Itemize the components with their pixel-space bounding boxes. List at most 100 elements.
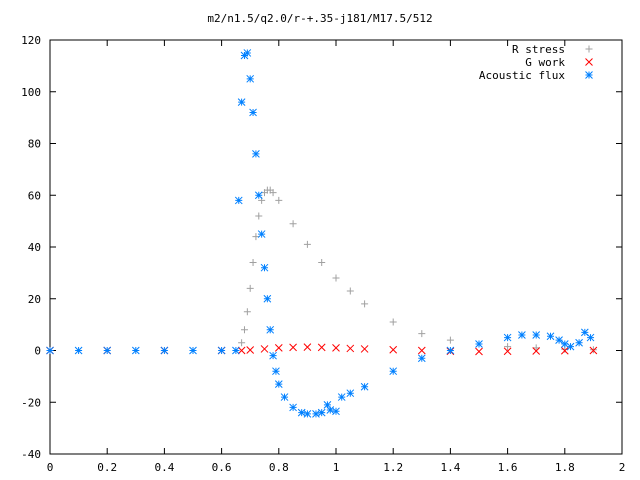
acoustic-flux-point [266, 325, 275, 334]
r-stress-point [389, 318, 397, 326]
x-tick-label: 1 [333, 461, 340, 474]
g-work-point [317, 343, 326, 352]
g-work-point [389, 345, 398, 354]
r-stress-point [249, 259, 257, 267]
acoustic-flux-point [74, 346, 83, 355]
acoustic-flux-point [566, 342, 575, 351]
r-stress-point [240, 326, 248, 334]
x-tick-label: 0.8 [269, 461, 289, 474]
acoustic-flux-point [303, 410, 312, 418]
r-stress-point [246, 284, 254, 292]
r-stress-point [252, 233, 260, 241]
x-tick-label: 1.2 [383, 461, 403, 474]
r-stress-point [589, 346, 597, 354]
x-tick-label: 0 [47, 461, 54, 474]
acoustic-flux-point [575, 338, 583, 347]
acoustic-flux-point [326, 406, 335, 414]
acoustic-flux-point [131, 346, 140, 355]
acoustic-flux-point [189, 346, 197, 355]
acoustic-flux-point [297, 408, 306, 417]
acoustic-flux-point [518, 331, 526, 339]
y-tick-label: 20 [28, 293, 41, 306]
r-stress-point [532, 344, 540, 352]
y-tick-label: 120 [21, 34, 41, 47]
acoustic-flux-point [246, 74, 255, 83]
x-tick-label: 2 [619, 461, 626, 474]
g-work-point [417, 346, 426, 355]
acoustic-flux-point [272, 367, 280, 376]
acoustic-flux-point [263, 294, 272, 303]
acoustic-flux-point [274, 380, 283, 388]
acoustic-flux-point [546, 332, 555, 341]
acoustic-flux-point [475, 340, 483, 348]
r-stress-point [446, 336, 454, 344]
legend-marker-acoustic-flux [585, 71, 593, 79]
acoustic-flux-point [389, 367, 398, 376]
x-tick-label: 0.6 [212, 461, 232, 474]
x-tick-label: 0.4 [154, 461, 174, 474]
plot-frame [49, 39, 623, 455]
x-tick-label: 1.6 [498, 461, 518, 474]
x-tick-label: 1.4 [440, 461, 460, 474]
g-work-point [475, 347, 483, 356]
acoustic-flux-point [580, 328, 589, 337]
acoustic-flux-point [237, 98, 246, 106]
y-tick-label: -40 [21, 448, 41, 461]
legend-label: G work [525, 56, 565, 69]
g-work-point [532, 347, 541, 355]
g-work-point [332, 344, 340, 352]
g-work-point [246, 346, 255, 354]
acoustic-flux-point [312, 410, 320, 418]
r-stress-point [275, 196, 283, 204]
acoustic-flux-point [346, 389, 355, 398]
legend-label: Acoustic flux [479, 69, 565, 82]
r-stress-point [504, 343, 512, 351]
r-stress-point [238, 339, 246, 347]
g-work-point [346, 344, 355, 353]
acoustic-flux-point [560, 340, 569, 348]
y-tick-label: 60 [28, 189, 41, 202]
g-work-point [303, 343, 312, 351]
y-tick-label: 40 [28, 241, 41, 254]
r-stress-point [303, 240, 311, 248]
legend-marker-r-stress [585, 45, 593, 53]
acoustic-flux-point [217, 346, 226, 355]
acoustic-flux-point [323, 400, 332, 409]
acoustic-flux-point [232, 346, 240, 355]
acoustic-flux-point [280, 393, 289, 401]
acoustic-flux-point [332, 407, 340, 416]
acoustic-flux-point [252, 149, 260, 158]
y-tick-label: -20 [21, 396, 41, 409]
g-work-point [589, 346, 598, 355]
r-stress-point [332, 274, 340, 282]
g-work-point [289, 343, 297, 352]
r-stress-point [346, 287, 354, 295]
r-stress-point [269, 189, 277, 197]
acoustic-flux-point [360, 382, 369, 391]
chart-title: m2/n1.5/q2.0/r-+.35-j181/M17.5/512 [207, 12, 432, 25]
acoustic-flux-point [337, 393, 346, 401]
acoustic-flux-point [269, 351, 277, 360]
x-tick-label: 1.8 [555, 461, 575, 474]
r-stress-point [289, 220, 297, 228]
acoustic-flux-point [249, 108, 257, 117]
acoustic-flux-point [260, 263, 269, 272]
acoustic-flux-point [555, 336, 563, 345]
x-tick-label: 0.2 [97, 461, 117, 474]
r-stress-point [243, 308, 251, 316]
r-stress-point [418, 330, 426, 338]
y-tick-label: 80 [28, 138, 41, 151]
acoustic-flux-point [586, 333, 595, 342]
legend-marker-g-work [585, 58, 593, 66]
acoustic-flux-point [532, 331, 541, 339]
acoustic-flux-point [103, 346, 112, 355]
r-stress-point [255, 212, 263, 220]
y-tick-label: 100 [21, 86, 41, 99]
acoustic-flux-point [257, 230, 266, 238]
r-stress-point [361, 300, 369, 308]
y-tick-label: 0 [34, 345, 41, 358]
g-work-point [274, 344, 283, 352]
acoustic-flux-point [234, 196, 243, 205]
